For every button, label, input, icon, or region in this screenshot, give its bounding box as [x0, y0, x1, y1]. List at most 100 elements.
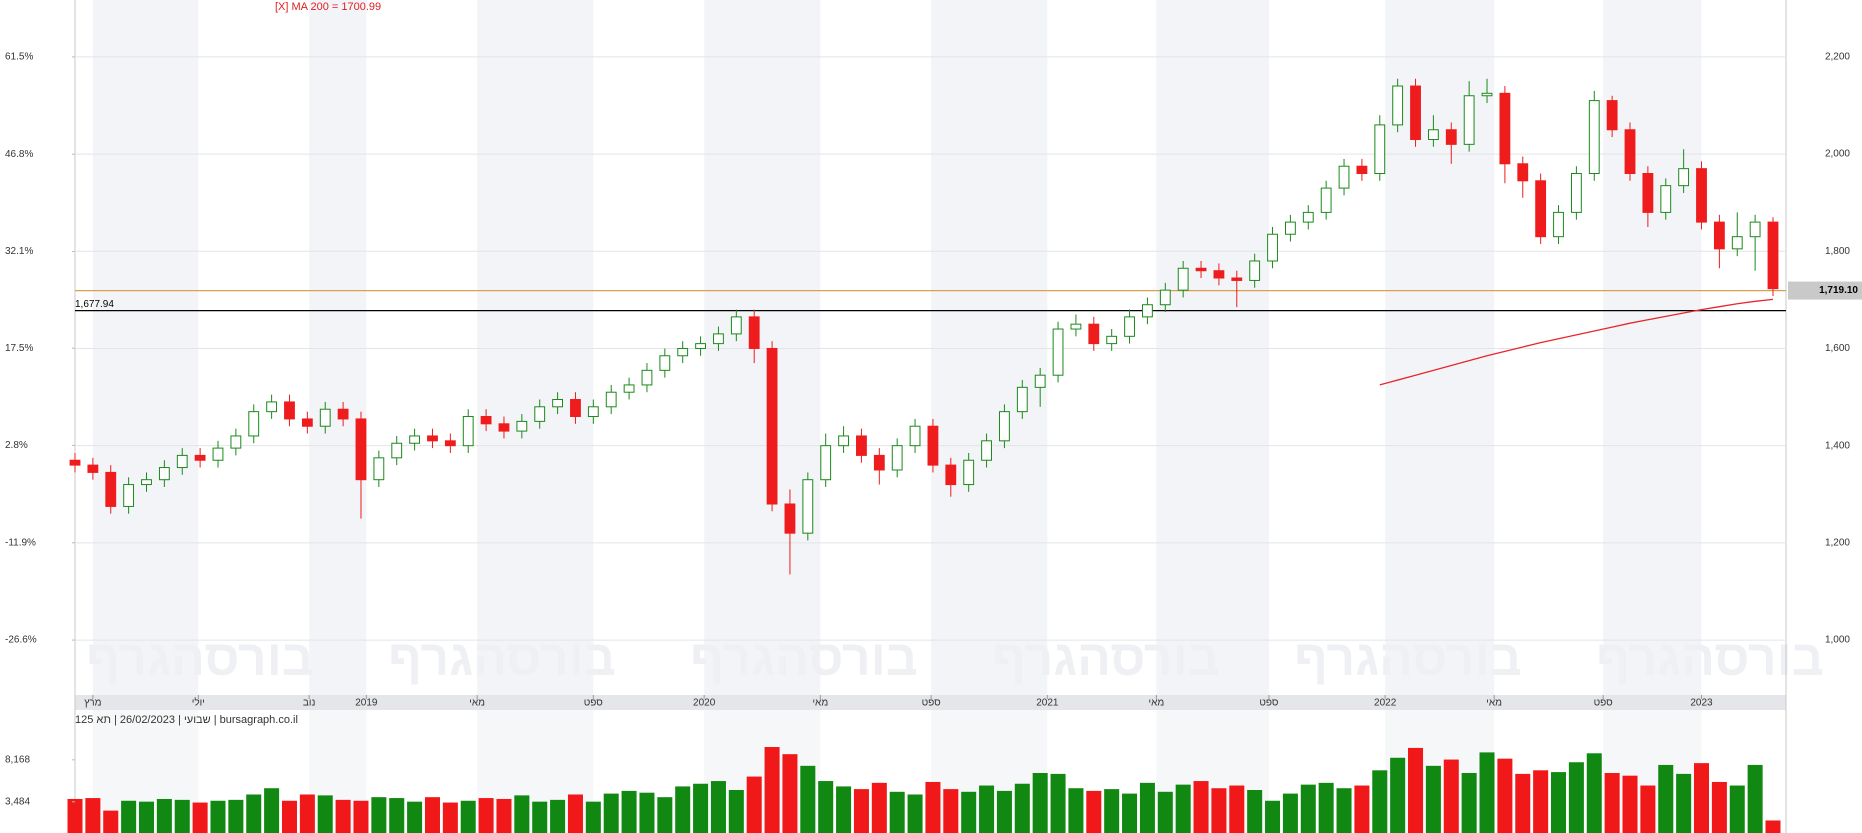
candle-body — [909, 425, 921, 447]
candle-body — [230, 435, 242, 449]
y2-tick-label: 2.8% — [5, 440, 28, 451]
volume-bar — [407, 801, 423, 833]
level-label: 1,677.94 — [75, 299, 114, 310]
x-tick-label: 2023 — [1690, 698, 1713, 709]
candle-body — [981, 440, 992, 461]
volume-bar — [1157, 791, 1173, 833]
candle-body — [713, 333, 724, 345]
volume-bar — [317, 795, 333, 833]
x-tick-label: 2020 — [693, 698, 716, 709]
watermark: בורסהגרף — [690, 630, 918, 686]
candle-body — [1267, 233, 1278, 262]
volume-bar — [1068, 788, 1084, 833]
volume-bar — [514, 795, 530, 833]
candle-body — [659, 355, 671, 371]
volume-bar — [818, 781, 834, 833]
volume-bar — [1658, 764, 1674, 833]
volume-bar — [1711, 781, 1727, 833]
volume-bar — [1765, 820, 1781, 833]
candle-body — [623, 384, 635, 393]
candle-body — [838, 435, 849, 447]
candle-body — [1427, 129, 1439, 140]
volume-bar — [1693, 763, 1710, 833]
last-price-label: 1,719.10 — [1819, 285, 1858, 296]
volume-bar — [1122, 793, 1138, 833]
volume-bar — [299, 794, 315, 833]
x-tick-label: 2022 — [1374, 698, 1397, 709]
x-tick-label: ספט — [922, 698, 942, 709]
candle-body — [355, 418, 367, 481]
candle-body — [480, 416, 492, 425]
candle-body — [1302, 211, 1314, 223]
volume-bar — [1622, 775, 1638, 833]
volume-bar — [1425, 765, 1441, 833]
candle-body — [1392, 85, 1404, 126]
watermark: בורסהגרף — [1294, 630, 1522, 686]
stripes — [92, 0, 1702, 833]
x-tick-label: מאי — [1486, 698, 1502, 709]
x-axis-strip — [75, 695, 1786, 710]
stripe — [1385, 0, 1495, 695]
candle-body — [319, 408, 331, 427]
candle-body — [1034, 374, 1046, 388]
y-tick-label: 1,400 — [1825, 440, 1850, 451]
candle-body — [1195, 267, 1207, 272]
volume-bar — [460, 800, 476, 833]
candle-body — [516, 420, 528, 432]
candle-body — [1517, 163, 1529, 182]
y2-tick-label: -26.6% — [5, 635, 37, 646]
y2-tick-label: 17.5% — [5, 343, 33, 354]
volume-bar — [1443, 759, 1459, 833]
x-tick-label: 2021 — [1036, 698, 1059, 709]
volume-bar — [264, 788, 280, 833]
volume-bar — [246, 794, 262, 833]
volume-bar — [389, 798, 405, 833]
last-price-box — [1788, 281, 1862, 300]
volume-bar — [925, 781, 941, 833]
candle-body — [748, 316, 760, 349]
volume-bar — [836, 786, 852, 833]
stripe — [1156, 0, 1269, 695]
candle-body — [1249, 260, 1261, 281]
candle-body — [999, 411, 1010, 442]
candle-body — [158, 467, 170, 481]
volume-bar — [639, 792, 655, 833]
candle-body — [373, 457, 385, 481]
volume-bar — [996, 790, 1012, 833]
stripe — [1603, 0, 1702, 695]
volume-bar — [1193, 781, 1209, 833]
volume-bar — [1604, 772, 1620, 833]
volume-bar — [1175, 784, 1191, 833]
candle-body — [1767, 221, 1779, 290]
candle-body — [784, 503, 796, 534]
volume-bar — [1139, 782, 1155, 833]
volume-bar — [532, 801, 548, 833]
x-tick-label: מאי — [812, 698, 828, 709]
volume-bar — [1461, 772, 1477, 833]
volume-bar — [979, 785, 995, 833]
y2-tick-label: 46.8% — [5, 149, 33, 160]
x-tick-label: נוב — [303, 698, 316, 709]
volume-bar — [1032, 772, 1048, 833]
candle-body — [677, 347, 689, 357]
volume-bar — [1497, 758, 1513, 833]
candle-body — [873, 454, 885, 471]
candle-body — [1660, 185, 1672, 213]
plot-layer: מרץ יולי נוב 2019 מאי ספט 2020 מאי ספט 2021 מאי ספט… — [5, 52, 1862, 833]
volume-bar — [871, 782, 887, 833]
volume-bar — [496, 798, 512, 833]
candle-body — [605, 391, 617, 408]
volume-tick-label: 3,484 — [5, 796, 30, 807]
x-tick-label: ספט — [1594, 698, 1614, 709]
volume-bar — [1300, 784, 1316, 833]
volume-bar — [85, 798, 101, 833]
y-tick-label: 1,600 — [1825, 343, 1850, 354]
candle-body — [534, 406, 546, 422]
candle-body — [570, 399, 581, 418]
volume-bar — [1229, 785, 1245, 833]
volume-bar — [1729, 785, 1745, 833]
volume-bar — [764, 747, 780, 833]
candle-body — [856, 435, 867, 456]
candle-body — [212, 447, 224, 461]
